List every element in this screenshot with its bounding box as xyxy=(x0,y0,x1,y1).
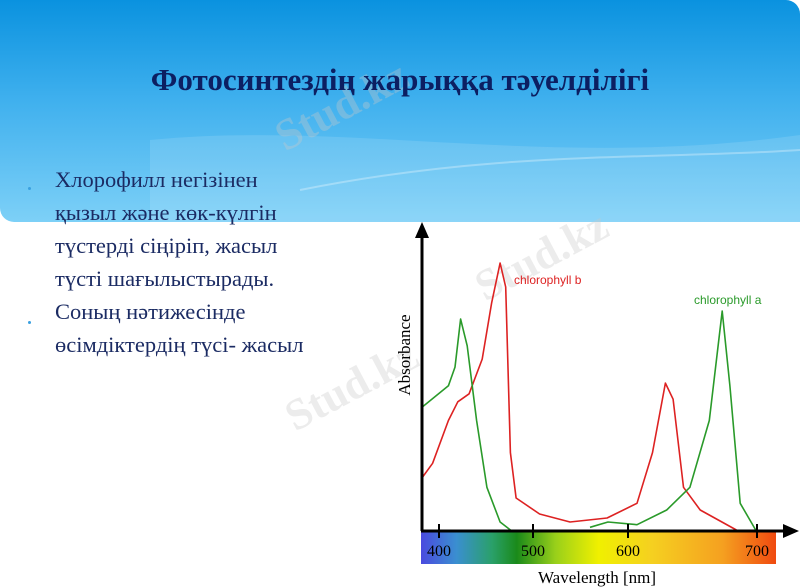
slide-header-background xyxy=(0,0,800,222)
legend-chlorophyll-a: chlorophyll a xyxy=(694,293,762,307)
x-axis-arrow xyxy=(783,524,799,538)
wave-decoration xyxy=(150,135,800,222)
body-line: қызыл және көк-күлгін xyxy=(55,200,277,225)
x-tick-label: 600 xyxy=(616,543,640,560)
body-line: Соның нәтижесінде xyxy=(55,299,246,324)
y-axis-arrow xyxy=(415,222,429,238)
legend-chlorophyll-b: chlorophyll b xyxy=(514,273,582,287)
body-line: түстерді сіңіріп, жасыл xyxy=(55,233,278,258)
body-line: Хлорофилл негізінен xyxy=(55,167,258,192)
series-line-chlorophyll-b xyxy=(421,262,737,531)
slide-title: Фотосинтездің жарыққа тәуелділігі xyxy=(150,62,650,97)
x-tick-label: 500 xyxy=(521,543,545,560)
body-text: Хлорофилл негізінен қызыл және көк-күлгі… xyxy=(55,163,304,361)
x-tick-label: 700 xyxy=(745,543,769,560)
x-tick-label: 400 xyxy=(427,543,451,560)
body-line: өсімдіктердің түсі- жасыл xyxy=(55,332,304,357)
series-line-chlorophyll-a xyxy=(421,310,757,531)
y-axis-label: Absorbance xyxy=(395,314,414,395)
body-line: түсті шағылыстырады. xyxy=(55,266,275,291)
bullet xyxy=(28,187,31,190)
x-axis-label: Wavelength [nm] xyxy=(538,568,656,587)
spectrum-bar xyxy=(421,531,776,564)
bullet xyxy=(28,321,31,324)
